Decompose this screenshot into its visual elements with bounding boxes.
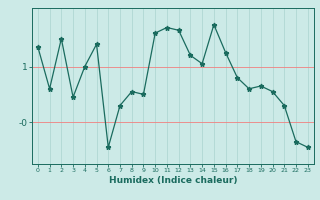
X-axis label: Humidex (Indice chaleur): Humidex (Indice chaleur) bbox=[108, 176, 237, 185]
